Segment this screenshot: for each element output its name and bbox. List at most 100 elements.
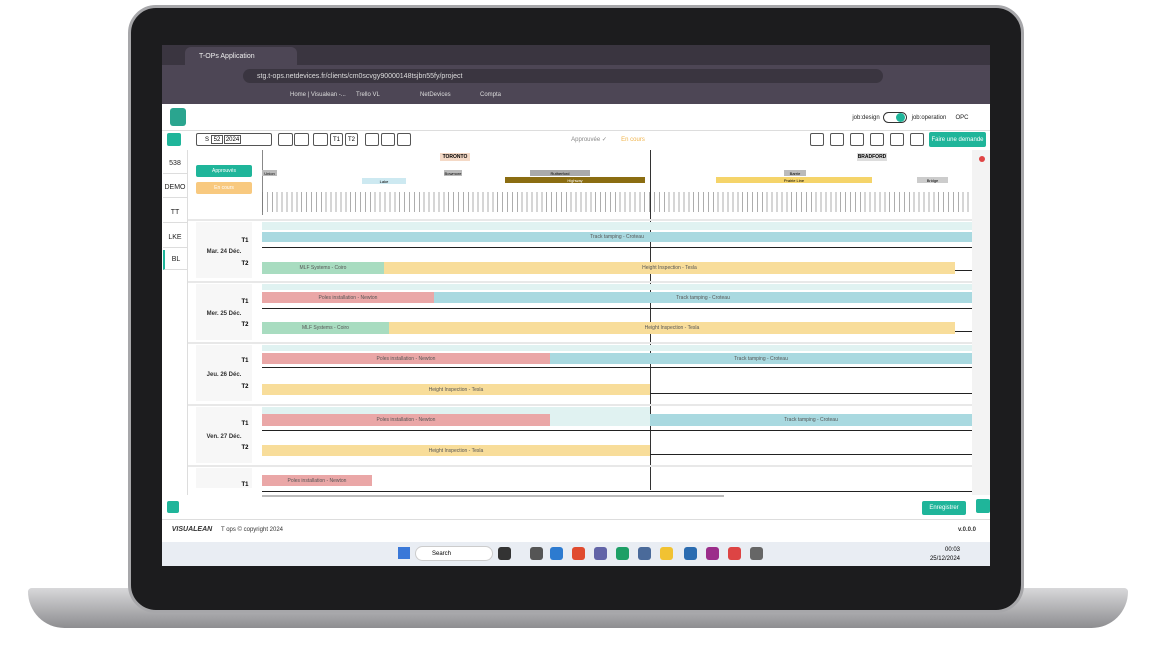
taskbar-app[interactable] <box>572 547 585 560</box>
clock-date: 25/12/2024 <box>929 555 960 562</box>
tab-bar <box>162 45 990 65</box>
tool-button[interactable] <box>890 133 904 146</box>
task-bar[interactable]: Track tamping - Croteau <box>650 414 972 426</box>
taskbar-app[interactable] <box>660 547 673 560</box>
bookmark[interactable]: Home | Visualean -... <box>290 92 346 98</box>
shift-line <box>262 491 972 492</box>
day-label-bg <box>196 345 252 401</box>
save-button[interactable]: Enregistrer <box>922 501 966 515</box>
task-bar[interactable]: Height Inspection - Tesla <box>389 322 955 334</box>
day-label-bg <box>196 468 252 488</box>
url[interactable]: stg.t-ops.netdevices.fr/clients/cm0scvgy… <box>243 69 883 83</box>
task-bar[interactable]: Height Inspection - Tesla <box>384 262 955 274</box>
shift-label: T1 <box>241 482 249 488</box>
start-button[interactable] <box>398 547 410 559</box>
bookmark[interactable]: Trello VL <box>356 92 380 98</box>
task-bar[interactable]: MLF Systems - Coiro <box>262 262 384 274</box>
status-in-progress: En cours <box>621 136 645 143</box>
taskbar-app[interactable] <box>750 547 763 560</box>
job-design[interactable]: job:design <box>852 115 880 121</box>
station: Rutherford <box>530 170 590 176</box>
task-bar[interactable]: Track tamping - Croteau <box>550 353 972 364</box>
station: Lake <box>362 178 406 184</box>
day-date: Ven. 27 Déc. <box>206 434 242 440</box>
project-tab[interactable]: DEMO <box>163 178 187 198</box>
shift-line <box>262 308 972 309</box>
task-bar[interactable]: Poles installation - Newton <box>262 475 372 486</box>
expand-button[interactable] <box>976 499 990 513</box>
app-logo <box>170 108 186 126</box>
tab[interactable]: T-OPs Application <box>185 47 297 65</box>
tool-button[interactable] <box>850 133 864 146</box>
project-tab[interactable]: BL <box>163 250 187 270</box>
clock-time: 00:03 <box>944 546 960 553</box>
bookmarks-bar <box>162 87 990 104</box>
bookmark[interactable]: Compta <box>480 92 502 98</box>
day-label-bg <box>196 407 252 463</box>
taskbar-app[interactable] <box>684 547 697 560</box>
legend-in-progress[interactable]: En cours <box>196 182 252 194</box>
user[interactable]: OPC <box>955 115 969 121</box>
task-bar[interactable]: Height Inspection - Tesla <box>262 445 650 456</box>
taskbar-app[interactable] <box>616 547 629 560</box>
taskbar-app[interactable] <box>728 547 741 560</box>
view-button[interactable] <box>313 133 328 146</box>
legend-approved[interactable]: Approuvés <box>196 165 252 177</box>
alert-dot <box>979 156 985 162</box>
copyright: T ops © copyright 2024 <box>220 526 283 533</box>
taskbar-app[interactable] <box>498 547 511 560</box>
week-nav <box>196 133 272 146</box>
request-button[interactable]: Faire une demande <box>929 132 986 147</box>
year[interactable]: 2024 <box>224 135 241 144</box>
shift-label: T1 <box>241 421 249 427</box>
tool-button[interactable] <box>910 133 924 146</box>
shift-label: T1 <box>241 358 249 364</box>
taskbar-app[interactable] <box>550 547 563 560</box>
shift-band <box>262 284 972 290</box>
zone: BRADFORD <box>857 153 887 161</box>
day-separator <box>188 219 972 221</box>
mode-button[interactable] <box>365 133 379 146</box>
taskbar-app[interactable] <box>594 547 607 560</box>
taskbar-app[interactable] <box>706 547 719 560</box>
station: Bowmore <box>444 170 462 176</box>
task-bar[interactable]: Track tamping - Croteau <box>434 292 972 303</box>
task-bar[interactable]: Poles installation - Newton <box>262 292 434 303</box>
project-tab[interactable]: LKE <box>163 228 187 248</box>
time-ticks <box>262 192 972 212</box>
right-scroll <box>972 150 990 495</box>
taskbar-app[interactable] <box>638 547 651 560</box>
header-border <box>162 130 990 131</box>
task-bar[interactable]: Poles installation - Newton <box>262 414 550 426</box>
zone: TORONTO <box>440 153 470 161</box>
taskbar-app[interactable] <box>530 547 543 560</box>
bookmark[interactable]: NetDevices <box>420 92 451 98</box>
project-tab[interactable]: TT <box>163 203 187 223</box>
shift-label: T2 <box>241 384 249 390</box>
tool-button[interactable] <box>870 133 884 146</box>
task-bar[interactable]: MLF Systems - Coiro <box>262 322 389 334</box>
t2-button[interactable]: T2 <box>345 133 358 146</box>
task-bar[interactable]: Height Inspection - Tesla <box>262 384 650 395</box>
station: Highway <box>505 177 645 183</box>
version: v.0.0.0 <box>958 526 976 533</box>
t1-button[interactable]: T1 <box>330 133 343 146</box>
week[interactable]: 52 <box>211 135 223 144</box>
mode-button[interactable] <box>397 133 411 146</box>
collapse-button[interactable] <box>167 501 179 513</box>
view-button[interactable] <box>294 133 309 146</box>
task-bar[interactable]: Track tamping - Croteau <box>262 232 972 242</box>
add-button[interactable] <box>167 133 181 146</box>
footer-border <box>162 519 990 520</box>
job-operation[interactable]: job:operation <box>911 115 947 121</box>
task-bar[interactable]: Poles installation - Newton <box>262 353 550 364</box>
toggle[interactable] <box>883 112 907 123</box>
view-button[interactable] <box>278 133 293 146</box>
tool-button[interactable] <box>810 133 824 146</box>
mode-button[interactable] <box>381 133 395 146</box>
tool-button[interactable] <box>830 133 844 146</box>
search-box[interactable]: Search <box>415 546 493 561</box>
project-tab[interactable]: 538 <box>163 154 187 174</box>
day-separator <box>188 404 972 406</box>
